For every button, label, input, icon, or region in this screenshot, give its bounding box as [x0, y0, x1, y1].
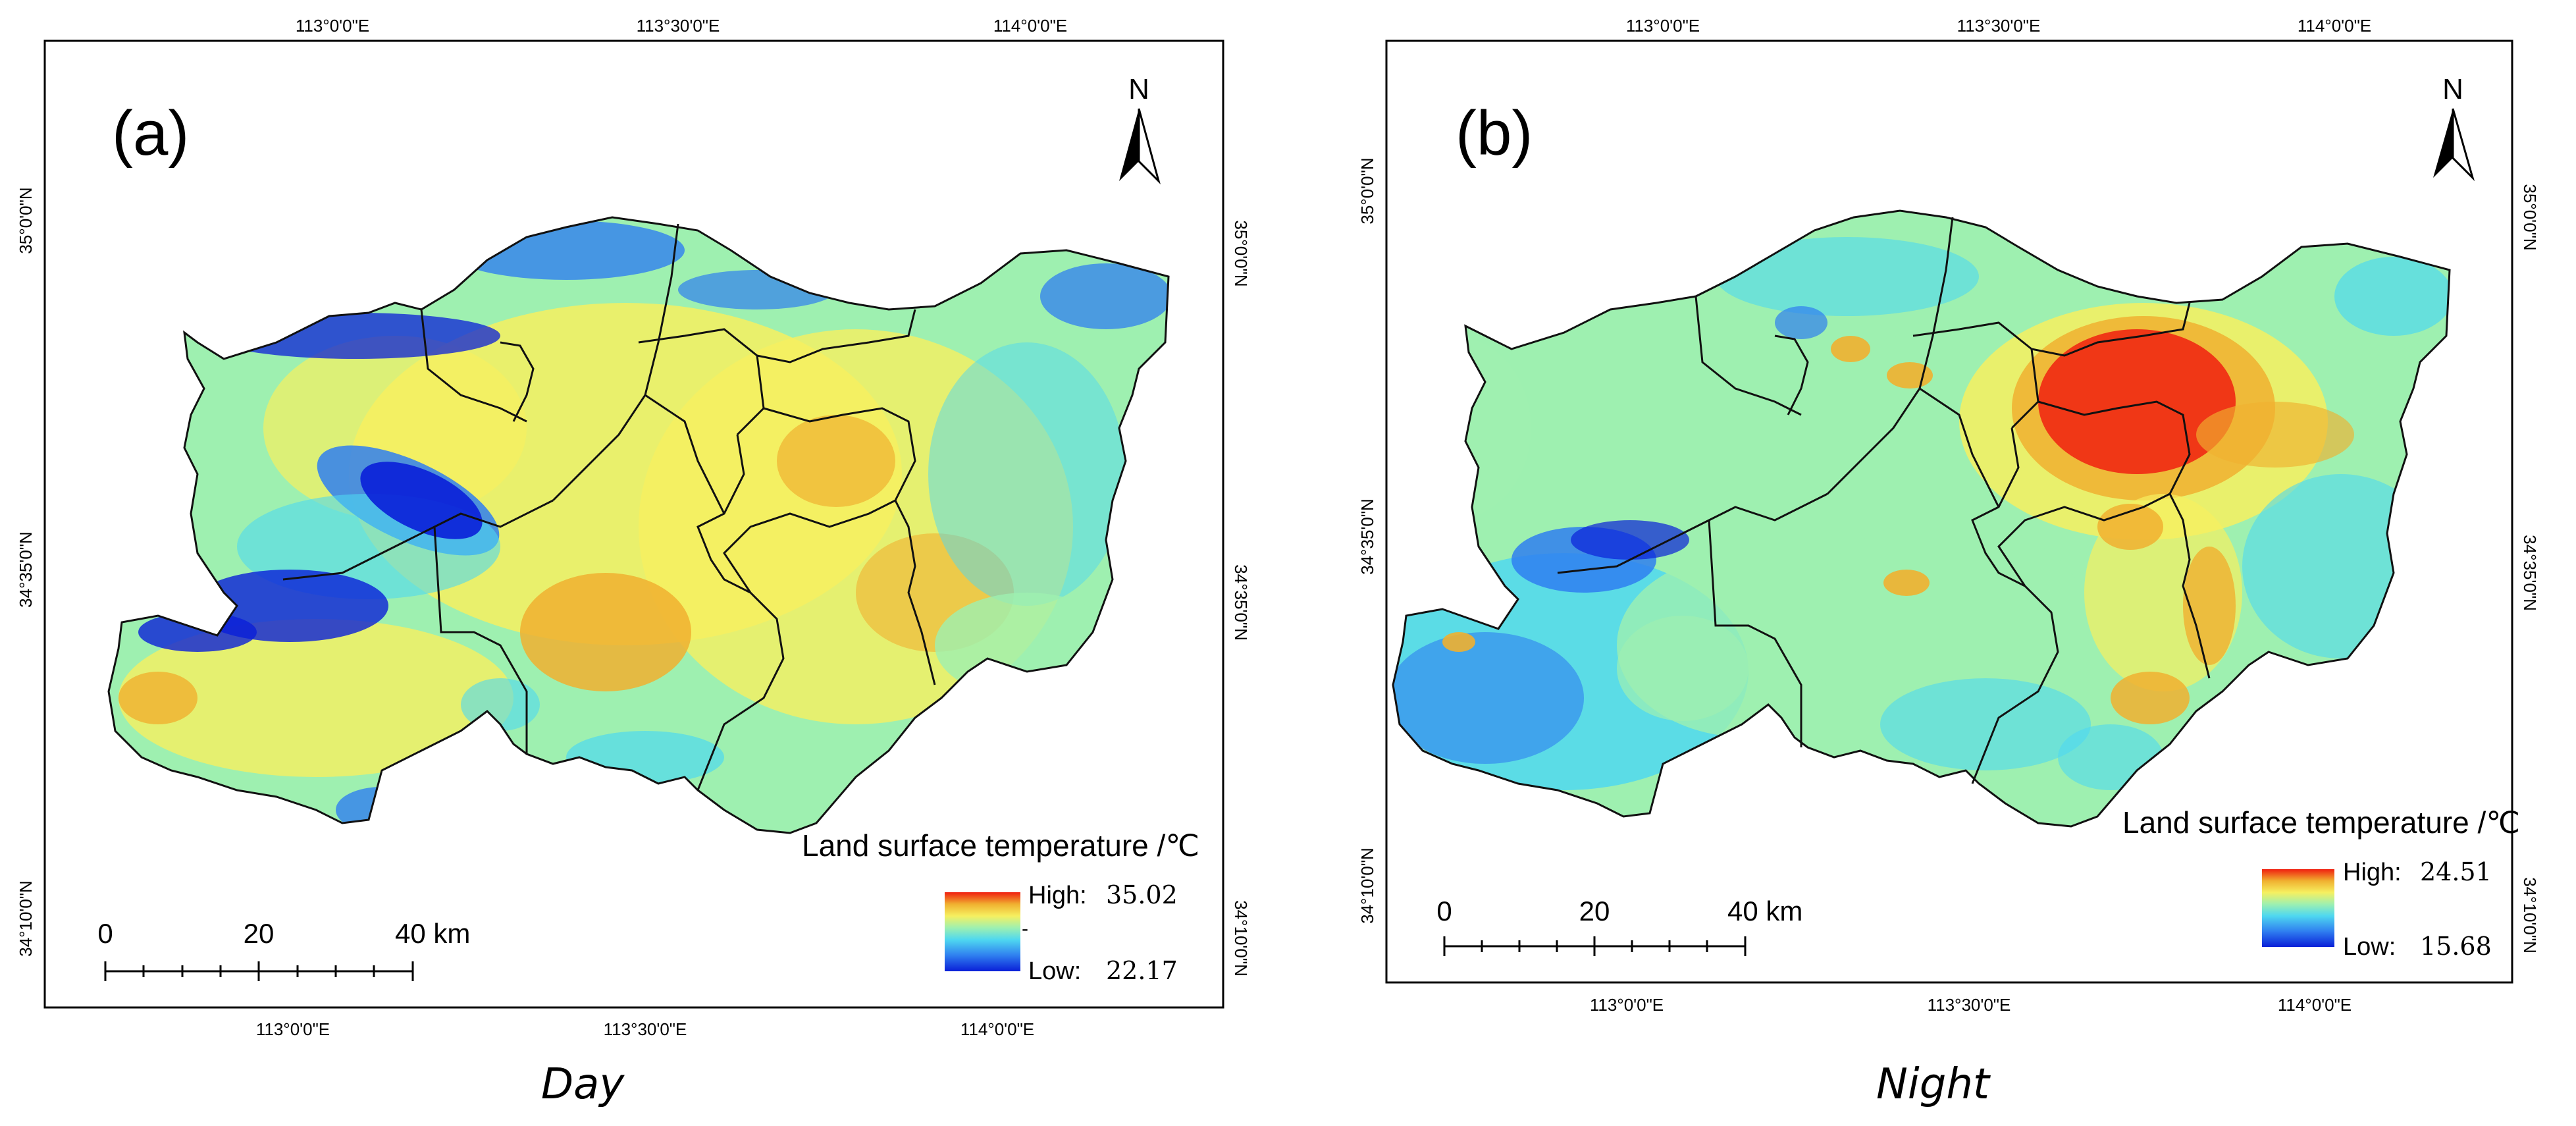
right-lat-label-1: 35°0'0"N [1231, 220, 1251, 286]
right-lat-label-2: 34°35'0"N [2520, 535, 2540, 611]
district-boundaries [1557, 217, 2211, 784]
panel-night: 113°0'0"E 113°30'0"E 114°0'0"E 113°0'0"E… [1288, 0, 2575, 1126]
outer-boundary [1392, 209, 2451, 828]
top-lon-label-1: 113°0'0"E [296, 16, 369, 36]
north-arrow-icon: N [2433, 73, 2475, 182]
top-lon-label-3: 114°0'0"E [993, 16, 1067, 36]
legend-title: Land surface temperature /℃ [2122, 805, 2520, 840]
scale-label-0: 0 [97, 918, 113, 949]
panel-label: (b) [1456, 98, 1533, 169]
legend-low-value: 15.68 [2420, 932, 2492, 961]
bottom-lon-label-1: 113°0'0"E [256, 1019, 330, 1039]
panel-label: (a) [112, 98, 189, 169]
scale-label-20: 20 [1579, 896, 1610, 926]
bottom-lon-label-2: 113°30'0"E [1928, 995, 2011, 1015]
left-lat-label-2: 34°35'0"N [16, 531, 36, 608]
map-night: 113°0'0"E 113°30'0"E 114°0'0"E 113°0'0"E… [1357, 16, 2540, 1015]
legend-mid-tick: - [1022, 918, 1028, 940]
bottom-lon-label-3: 114°0'0"E [2278, 995, 2352, 1015]
scale-bar [1443, 936, 1747, 956]
svg-text:N: N [2442, 73, 2463, 105]
legend-high-label: High: [1028, 882, 1087, 909]
legend-high-value: 35.02 [1106, 880, 1178, 909]
panel-day: 113°0'0"E 113°30'0"E 114°0'0"E 113°0'0"E… [16, 16, 1251, 1109]
north-arrow-icon: N [1119, 73, 1161, 185]
legend-color-ramp [2262, 869, 2334, 947]
scale-label-40: 40 km [395, 918, 470, 949]
district-boundaries [282, 223, 936, 791]
legend-high-value: 24.51 [2420, 857, 2492, 886]
left-lat-label-2: 34°35'0"N [1357, 498, 1377, 575]
scale-label-20: 20 [244, 918, 275, 949]
top-lon-label-2: 113°30'0"E [1957, 16, 2041, 36]
bottom-lon-label-2: 113°30'0"E [604, 1019, 687, 1039]
legend-low-label: Low: [1028, 957, 1081, 985]
bottom-lon-label-3: 114°0'0"E [960, 1019, 1034, 1039]
legend-low-label: Low: [2343, 933, 2396, 961]
caption-night: Night [1876, 1060, 1989, 1109]
left-lat-label-3: 34°10'0"N [1357, 847, 1377, 924]
legend-color-ramp [945, 892, 1020, 971]
legend-low-value: 22.17 [1106, 956, 1178, 985]
left-lat-label-3: 34°10'0"N [16, 880, 36, 957]
right-lat-label-3: 34°10'0"N [1231, 900, 1251, 977]
right-lat-label-2: 34°35'0"N [1231, 564, 1251, 641]
scale-bar [104, 961, 414, 981]
top-lon-label-3: 114°0'0"E [2298, 16, 2371, 36]
right-lat-label-1: 35°0'0"N [2520, 184, 2540, 250]
right-lat-label-3: 34°10'0"N [2520, 877, 2540, 953]
outer-boundary [107, 216, 1170, 834]
legend-high-label: High: [2343, 859, 2402, 886]
bottom-lon-label-1: 113°0'0"E [1590, 995, 1664, 1015]
scale-label-40: 40 km [1727, 896, 1802, 926]
legend-title: Land surface temperature /℃ [802, 828, 1199, 863]
left-lat-label-1: 35°0'0"N [16, 187, 36, 254]
svg-text:N: N [1128, 73, 1149, 105]
top-lon-label-1: 113°0'0"E [1626, 16, 1700, 36]
caption-day: Day [540, 1060, 625, 1109]
top-lon-label-2: 113°30'0"E [637, 16, 720, 36]
scale-label-0: 0 [1436, 896, 1452, 926]
left-lat-label-1: 35°0'0"N [1357, 157, 1377, 224]
map-day: 113°0'0"E 113°30'0"E 114°0'0"E 113°0'0"E… [16, 16, 1251, 1039]
